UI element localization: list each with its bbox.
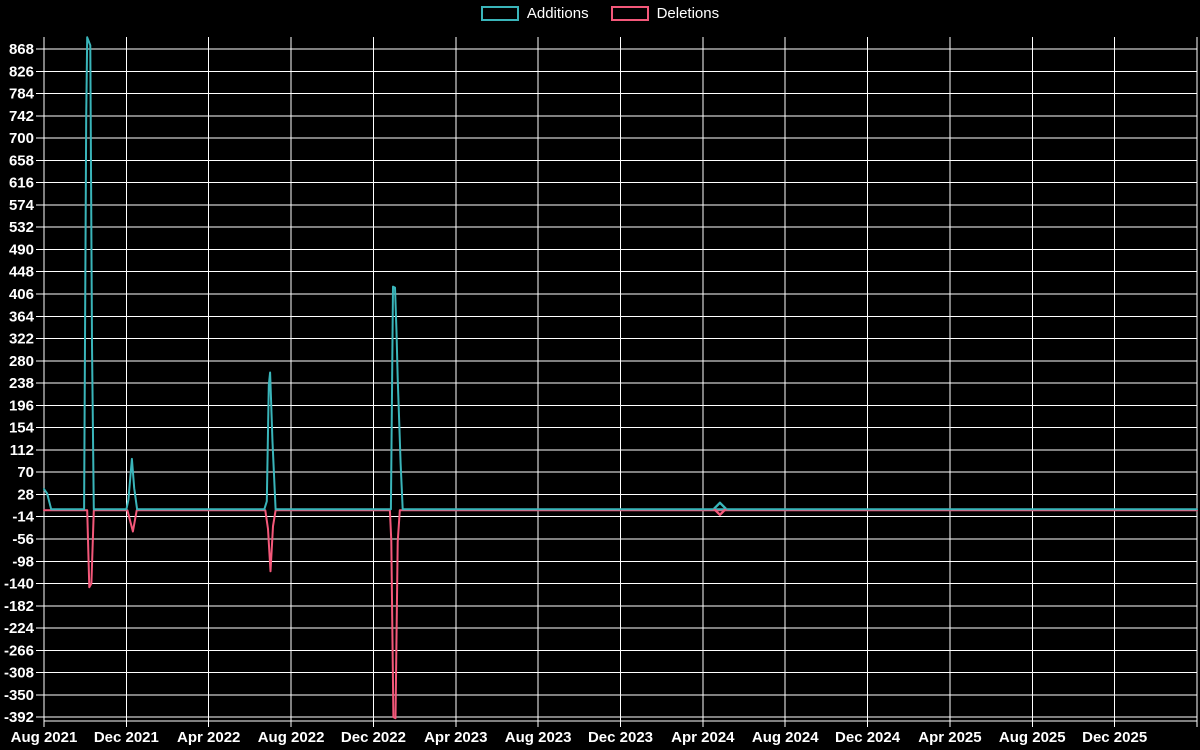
y-tick-label: 322 xyxy=(9,331,34,348)
x-tick-label: Apr 2024 xyxy=(671,729,735,746)
y-tick-label: 280 xyxy=(9,353,34,370)
x-tick-label: Dec 2024 xyxy=(835,729,901,746)
y-tick-label: 784 xyxy=(9,86,35,103)
y-tick-label: 70 xyxy=(17,464,34,481)
legend-item-additions[interactable]: Additions xyxy=(480,5,589,22)
y-tick-label: 742 xyxy=(9,108,34,125)
y-tick-label: 658 xyxy=(9,152,34,169)
deletions-legend-label: Deletions xyxy=(656,5,720,22)
y-tick-label: -266 xyxy=(4,642,34,659)
deletions-legend-swatch xyxy=(610,6,649,21)
y-tick-label: -140 xyxy=(4,576,34,593)
y-tick-label: 700 xyxy=(9,130,34,147)
y-tick-label: 490 xyxy=(9,241,34,258)
x-tick-label: Apr 2023 xyxy=(424,729,487,746)
x-tick-label: Aug 2024 xyxy=(752,729,819,746)
y-tick-label: 364 xyxy=(9,308,35,325)
additions-legend-label: Additions xyxy=(526,5,589,22)
y-tick-label: 532 xyxy=(9,219,34,236)
x-tick-label: Dec 2022 xyxy=(341,729,406,746)
y-tick-label: 616 xyxy=(9,175,34,192)
y-tick-label: -98 xyxy=(12,553,34,570)
y-tick-label: -182 xyxy=(4,598,34,615)
x-tick-label: Aug 2025 xyxy=(999,729,1066,746)
y-tick-label: -392 xyxy=(4,709,34,726)
y-tick-label: 238 xyxy=(9,375,34,392)
x-axis-labels: Aug 2021 Dec 2021 Apr 2022 Aug 2022 Dec 2022… xyxy=(11,729,1148,746)
y-tick-label: -350 xyxy=(4,687,34,704)
grid-lines xyxy=(36,37,1198,727)
x-tick-label: Aug 2023 xyxy=(505,729,572,746)
y-tick-label: -308 xyxy=(4,665,34,682)
y-tick-label: -224 xyxy=(4,620,35,637)
y-tick-label: 868 xyxy=(9,41,34,58)
y-tick-label: -56 xyxy=(12,531,34,548)
y-tick-label: 28 xyxy=(17,486,34,503)
x-tick-label: Dec 2023 xyxy=(588,729,653,746)
x-tick-label: Dec 2025 xyxy=(1082,729,1147,746)
deletions-line xyxy=(43,509,1198,720)
x-tick-label: Apr 2022 xyxy=(177,729,240,746)
x-tick-label: Dec 2021 xyxy=(94,729,159,746)
y-tick-label: 574 xyxy=(9,197,35,214)
x-tick-label: Aug 2022 xyxy=(258,729,325,746)
y-tick-label: 448 xyxy=(9,264,34,281)
y-tick-label: 112 xyxy=(10,442,34,459)
y-tick-label: -14 xyxy=(12,509,34,526)
legend-item-deletions[interactable]: Deletions xyxy=(610,5,720,22)
x-tick-label: Apr 2025 xyxy=(918,729,981,746)
y-tick-label: 154 xyxy=(9,420,35,437)
y-tick-label: 196 xyxy=(9,397,34,414)
y-tick-label: 826 xyxy=(9,63,34,80)
x-tick-label: Aug 2021 xyxy=(11,729,78,746)
additions-line xyxy=(43,36,1198,511)
chart-legend: Additions Deletions xyxy=(0,6,1200,21)
y-axis-labels: 868 826 784 742 700 658 616 574 532 490 448 406 364 3… xyxy=(4,41,35,726)
isolated-point-marker-bottom xyxy=(713,507,727,516)
isolated-point-marker-top xyxy=(713,501,727,510)
additions-legend-swatch xyxy=(480,6,519,21)
y-tick-label: 406 xyxy=(9,286,34,303)
